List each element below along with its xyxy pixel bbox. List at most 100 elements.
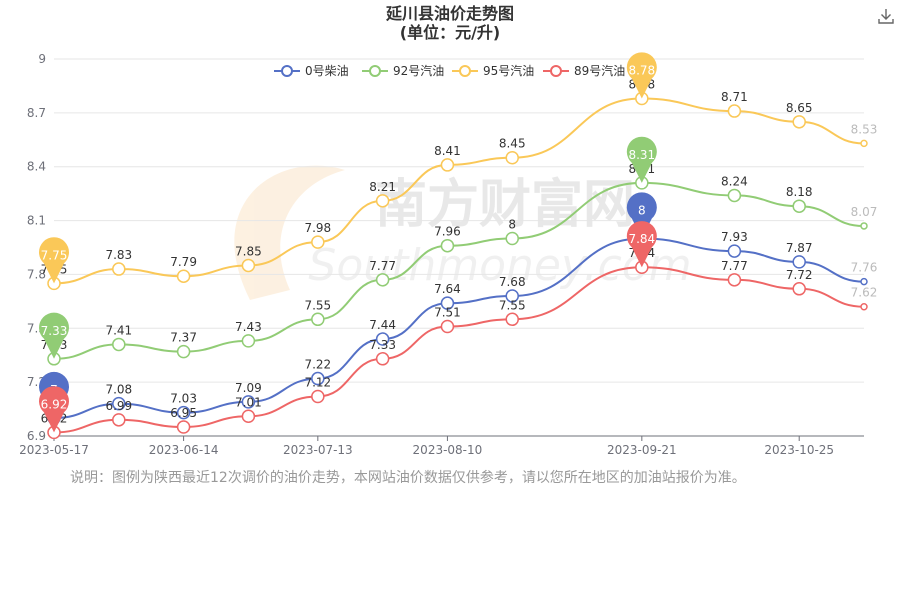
watermark-text: 南方财富网 (375, 175, 635, 235)
chart-title-main: 延川县油价走势图 (385, 4, 514, 23)
data-label: 8.07 (851, 205, 878, 219)
data-label: 7.79 (170, 255, 197, 269)
y-tick-label: 8.7 (27, 106, 46, 120)
data-point (505, 150, 519, 165)
data-point (505, 289, 519, 303)
markpoint-pin: 7.75 (39, 237, 69, 284)
data-label: 8.53 (851, 122, 878, 136)
data-point (311, 371, 325, 386)
y-tick-label: 9 (38, 52, 46, 66)
markpoint-label: 7.33 (41, 324, 68, 338)
data-label: 7.44 (369, 318, 396, 332)
legend-marker (550, 65, 562, 77)
markpoint-shape (626, 136, 657, 183)
line-chart: 南方财富网Southmoney.com6.97.27.57.88.18.48.7… (19, 52, 878, 457)
data-label: 8.41 (434, 144, 461, 158)
y-tick-label: 8.4 (27, 160, 46, 174)
data-point (112, 262, 126, 276)
data-point (860, 302, 868, 311)
data-point (311, 312, 325, 327)
y-tick-label: 6.9 (27, 429, 46, 443)
markpoint-pin: 8.78 (626, 52, 657, 99)
markpoint-label: 7.84 (628, 232, 655, 246)
download-icon[interactable] (876, 6, 896, 26)
x-tick-label: 2023-10-25 (764, 443, 834, 457)
y-tick-label: 8.1 (27, 214, 46, 228)
series-group: 7.337.417.377.437.557.777.9688.318.248.1… (41, 162, 878, 366)
data-label: 7.55 (304, 298, 331, 312)
data-point (792, 199, 806, 213)
data-point (860, 277, 868, 286)
data-label: 7.68 (499, 275, 526, 289)
x-tick-label: 2023-08-10 (413, 443, 483, 457)
chart-title-unit: (单位：元/升) (399, 23, 501, 42)
data-point (375, 352, 390, 366)
markpoint-label: 6.92 (41, 397, 68, 411)
legend-item[interactable]: 89号汽油 (543, 63, 625, 78)
data-point (112, 337, 126, 352)
series-group: 7.757.837.797.857.988.218.418.458.788.71… (41, 77, 878, 291)
watermark-url: Southmoney.com (308, 240, 691, 291)
markpoint-label: 8.31 (628, 148, 655, 162)
markpoint-pin: 8 (626, 192, 657, 239)
data-point (440, 319, 455, 334)
data-label: 7.55 (499, 298, 526, 312)
markpoint-label: 8.78 (628, 63, 655, 77)
data-point (505, 312, 519, 327)
markpoint-label: 7.75 (41, 248, 68, 262)
data-label: 8.45 (499, 137, 526, 151)
markpoint-label: 8 (638, 204, 646, 218)
chart-title: 延川县油价走势图 (单位：元/升) (0, 4, 900, 42)
markpoint-pin: 7.84 (626, 221, 657, 268)
data-label: 8.21 (369, 180, 396, 194)
data-point (440, 238, 455, 253)
legend-item[interactable]: 0号柴油 (274, 64, 349, 78)
data-point (727, 188, 742, 203)
data-point (311, 389, 325, 404)
data-label: 8 (508, 218, 516, 232)
data-point (727, 273, 742, 287)
data-label: 7.98 (304, 221, 331, 235)
data-label: 7.77 (721, 259, 748, 273)
data-point (505, 231, 519, 246)
legend-item[interactable]: 95号汽油 (452, 63, 534, 78)
data-label: 7.62 (851, 286, 878, 300)
data-point (176, 269, 191, 283)
data-label: 7.76 (851, 261, 878, 275)
data-label: 6.95 (170, 406, 197, 420)
data-point (176, 405, 191, 420)
chart-note: 说明：图例为陕西最近12次调价的油价走势，本网站油价数据仅供参考，请以您所在地区… (70, 470, 746, 486)
legend-label: 89号汽油 (574, 63, 625, 78)
data-label: 7.33 (369, 338, 396, 352)
data-point (112, 413, 126, 427)
data-point (792, 115, 806, 129)
data-label: 7.96 (434, 225, 461, 239)
data-point (792, 282, 806, 296)
data-point (792, 255, 806, 269)
data-point (860, 139, 868, 148)
data-label: 7.12 (304, 376, 331, 390)
data-label: 7.08 (105, 383, 132, 397)
data-point (375, 194, 390, 208)
x-tick-label: 2023-07-13 (283, 443, 353, 457)
data-label: 7.03 (170, 392, 197, 406)
data-label: 7.41 (105, 323, 132, 337)
x-tick-label: 2023-06-14 (149, 443, 219, 457)
legend-label: 92号汽油 (393, 63, 444, 78)
data-point (241, 395, 256, 409)
legend-label: 0号柴油 (305, 64, 349, 78)
data-point (727, 244, 742, 258)
data-label: 7.83 (105, 248, 132, 262)
markpoint-pin: 6.92 (39, 386, 69, 433)
legend-item[interactable]: 92号汽油 (362, 63, 444, 78)
markpoint-shape (39, 312, 69, 359)
y-tick-label: 7.8 (27, 267, 46, 281)
data-label: 7.51 (434, 305, 461, 319)
markpoint-shape (626, 221, 657, 268)
data-point (860, 222, 868, 230)
data-label: 8.65 (786, 101, 813, 115)
data-label: 7.93 (721, 230, 748, 244)
data-label: 7.37 (170, 331, 197, 345)
markpoint-shape (626, 52, 657, 99)
